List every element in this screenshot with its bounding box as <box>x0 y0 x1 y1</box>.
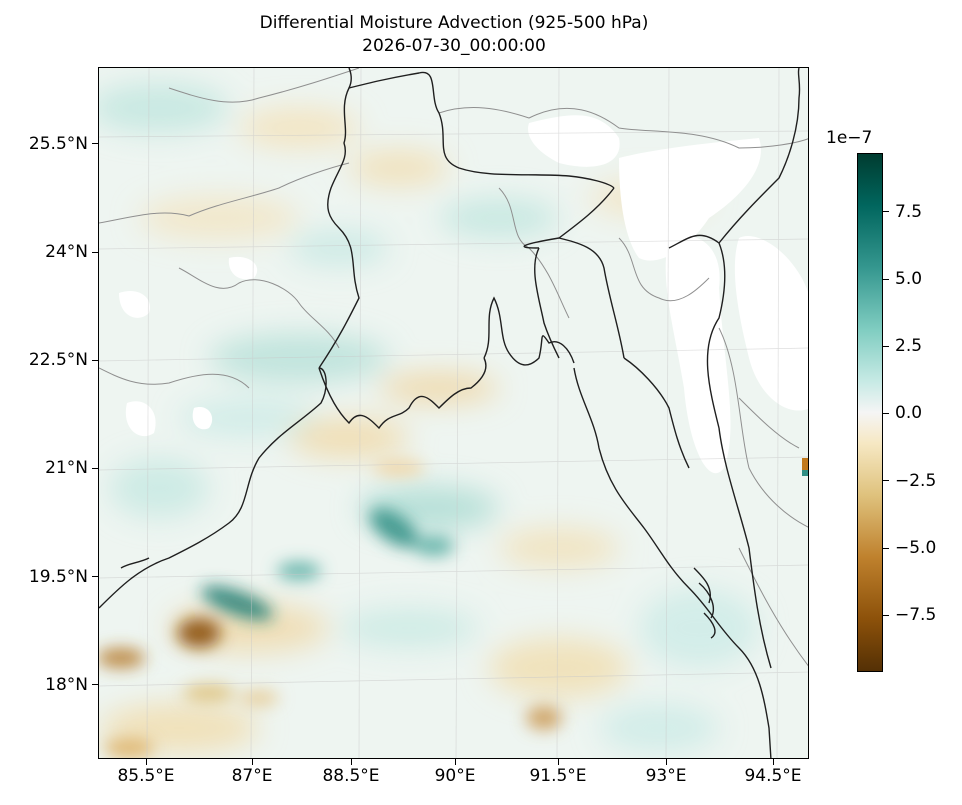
colorbar-tickmark <box>883 480 889 482</box>
y-tick-label: 18°N <box>45 675 88 695</box>
y-tickmark <box>92 252 98 254</box>
x-tickmark <box>146 759 148 765</box>
y-tickmark <box>92 684 98 686</box>
moisture-anomaly-strong <box>99 460 562 758</box>
x-tickmark <box>666 759 668 765</box>
edge-anomaly-pixel <box>802 458 808 470</box>
edge-anomaly-pixel <box>802 470 808 476</box>
x-tick-label: 85.5°E <box>117 766 175 786</box>
map-panel <box>98 67 809 759</box>
colorbar-tickmark <box>883 279 889 281</box>
x-tickmark <box>351 759 353 765</box>
colorbar-tickmark <box>883 413 889 415</box>
colorbar-tick-label: 7.5 <box>895 202 923 222</box>
x-tick-label: 91.5°E <box>529 766 587 786</box>
y-tickmark <box>92 576 98 578</box>
x-tickmark <box>773 759 775 765</box>
colorbar-tick-label: 2.5 <box>895 336 923 356</box>
y-tickmark <box>92 468 98 470</box>
y-tick-label: 19.5°N <box>28 567 88 587</box>
x-tickmark <box>252 759 254 765</box>
colorbar-tick-label: 0.0 <box>895 403 923 423</box>
y-tick-label: 22.5°N <box>28 350 88 370</box>
colorbar-tick-label: 5.0 <box>895 269 923 289</box>
y-tick-label: 21°N <box>45 458 88 478</box>
colorbar <box>857 153 883 672</box>
colorbar-tick-label: −2.5 <box>895 471 937 491</box>
colorbar-tick-label: −5.0 <box>895 538 937 558</box>
colorbar-tickmark <box>883 615 889 617</box>
colorbar-tickmark <box>883 211 889 213</box>
x-tick-label: 93°E <box>645 766 687 786</box>
map-subtitle: 2026-07-30_00:00:00 <box>362 36 546 56</box>
map-canvas <box>99 68 808 758</box>
x-tickmark <box>455 759 457 765</box>
x-tick-label: 87°E <box>231 766 273 786</box>
colorbar-tickmark <box>883 548 889 550</box>
colorbar-tickmark <box>883 346 889 348</box>
x-tick-label: 90°E <box>434 766 476 786</box>
x-tick-label: 94.5°E <box>744 766 802 786</box>
colorbar-tick-label: −7.5 <box>895 605 937 625</box>
x-tickmark <box>558 759 560 765</box>
state-borders <box>99 68 808 667</box>
y-tickmark <box>92 360 98 362</box>
map-title: Differential Moisture Advection (925-500… <box>259 13 649 33</box>
x-tick-label: 88.5°E <box>322 766 380 786</box>
graticule <box>99 68 808 758</box>
y-tick-label: 25.5°N <box>28 134 88 154</box>
coastline <box>99 68 801 758</box>
missing-data-regions <box>119 115 808 474</box>
y-tick-label: 24°N <box>45 242 88 262</box>
colorbar-exponent: 1e−7 <box>826 128 873 148</box>
y-tickmark <box>92 143 98 145</box>
